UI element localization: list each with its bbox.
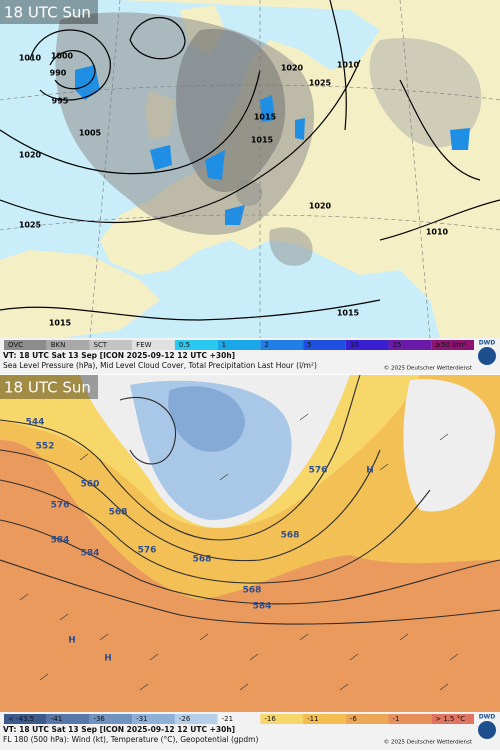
contour-label: 576 [51,501,70,511]
contour-label: H [104,654,112,664]
contour-label: 1000 [51,52,74,61]
legend-label: -1 [393,715,400,723]
legend-label: 1 [222,341,226,349]
contour-label: 1015 [254,113,277,122]
contour-label: 1010 [337,61,360,70]
description: FL 180 (500 hPa): Wind (kt), Temperature… [3,735,258,744]
legend-swatch [89,340,133,350]
contour-label: 576 [138,546,157,556]
contour-label: 552 [36,442,55,452]
logo: DWD [479,340,496,347]
contour-label: 1010 [19,54,42,63]
valid-time: VT: 18 UTC Sat 13 Sep [ICON 2025-09-12 1… [3,725,235,734]
legend-label: 5 [307,341,311,349]
contour-label: 576 [309,466,328,476]
contour-label: 560 [81,480,100,490]
legend-label: -31 [136,715,147,723]
logo: DWD [479,714,496,721]
contour-label: 1015 [49,319,72,328]
legend-label: -6 [350,715,358,723]
legend-label: FEW [136,341,151,349]
contour-label: H [366,466,374,476]
legend-swatch [132,340,175,350]
copyright: © 2025 Deutscher Wetterdienst [384,365,473,372]
contour-label: 568 [243,586,262,596]
legend-swatch [174,714,218,724]
legend-swatch [260,340,304,350]
contour-label: 1025 [19,221,42,230]
legend-swatch [89,714,133,724]
contour-label: H [68,636,76,646]
legend-label: -11 [307,715,318,723]
contour-label: 1020 [19,151,42,160]
legend-label: OVC [8,341,23,349]
legend-label: -16 [264,715,276,723]
legend-label: > 1.5 °C [435,715,465,723]
legend-swatch [388,714,432,724]
contour-label: 1005 [79,129,102,138]
legend-swatch [260,714,304,724]
contour-label: 568 [281,531,300,541]
contour-label: 1020 [309,202,332,211]
legend-swatch [4,340,47,350]
legend-swatch [217,714,261,724]
contour-label: 584 [81,549,100,559]
legend-swatch [431,340,474,350]
legend-label: ≥50 l/m² [435,341,466,349]
contour-label: 584 [51,536,70,546]
copyright: © 2025 Deutscher Wetterdienst [384,739,473,746]
contour-label: 1015 [251,136,274,145]
legend-swatch [132,714,175,724]
contour-label: 1020 [281,64,304,73]
contour-label: 544 [26,418,45,428]
legend-swatch [303,340,346,350]
legend-swatch [303,714,346,724]
legend-label: 10 [350,341,359,349]
legend-label: -41 [51,715,62,723]
legend-swatch [345,340,389,350]
contour-label: 584 [253,602,272,612]
legend-swatch [46,340,90,350]
valid-time: VT: 18 UTC Sat 13 Sep [ICON 2025-09-12 1… [3,351,235,360]
contour-label: 990 [50,69,67,78]
time-label: 18 UTC Sun [4,4,91,22]
contour-label: 568 [193,555,212,565]
legend-swatch [345,714,389,724]
contour-label: 995 [52,97,69,106]
logo-mark [478,347,496,365]
description: Sea Level Pressure (hPa), Mid Level Clou… [3,361,317,370]
legend-label: -36 [93,715,105,723]
legend-label: -21 [222,715,233,723]
contour-label: 568 [109,508,128,518]
legend-swatch [431,714,474,724]
legend-swatch [4,714,47,724]
legend-label: SCT [93,341,107,349]
legend-label: 2 [264,341,268,349]
legend-swatch [388,340,432,350]
contour-label: 1010 [426,228,449,237]
legend-swatch [174,340,218,350]
legend-swatch [46,714,90,724]
legend-label: 25 [393,341,402,349]
time-label: 18 UTC Sun [4,379,91,397]
bottom-map [0,374,500,712]
legend-swatch [217,340,261,350]
top-map [0,0,500,339]
contour-label: 1025 [309,79,332,88]
legend-label: -26 [179,715,191,723]
logo-mark [478,721,496,739]
legend-label: < -43.5 [8,715,34,723]
legend-label: 0.5 [179,341,190,349]
legend-label: BKN [51,341,66,349]
contour-label: 1015 [337,309,360,318]
